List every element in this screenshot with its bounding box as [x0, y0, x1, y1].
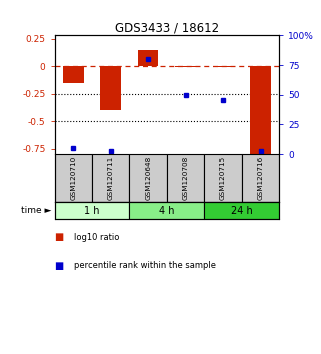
Bar [213, 66, 233, 67]
Text: percentile rank within the sample: percentile rank within the sample [74, 261, 216, 270]
Text: GSM120708: GSM120708 [183, 156, 189, 200]
Bar [63, 66, 83, 83]
Title: GDS3433 / 18612: GDS3433 / 18612 [115, 21, 219, 34]
Text: 1 h: 1 h [84, 206, 100, 216]
Text: GSM120648: GSM120648 [145, 156, 151, 200]
Text: GSM120711: GSM120711 [108, 156, 114, 200]
Bar [129, 154, 167, 202]
Text: 4 h: 4 h [159, 206, 175, 216]
Text: time ►: time ► [21, 206, 52, 215]
Text: GSM120715: GSM120715 [220, 156, 226, 200]
Text: ■: ■ [55, 261, 64, 270]
Bar [204, 202, 279, 219]
Text: GSM120716: GSM120716 [257, 156, 264, 200]
Bar [55, 154, 92, 202]
Text: log10 ratio: log10 ratio [74, 233, 119, 242]
Text: ■: ■ [55, 232, 64, 242]
Bar [100, 66, 121, 110]
Bar [129, 202, 204, 219]
Bar [242, 154, 279, 202]
Text: 24 h: 24 h [231, 206, 253, 216]
Bar [55, 202, 129, 219]
Bar [138, 50, 159, 66]
Bar [175, 66, 196, 67]
Text: GSM120710: GSM120710 [70, 156, 76, 200]
Bar [92, 154, 129, 202]
Bar [204, 154, 242, 202]
Bar [250, 66, 271, 154]
Bar [167, 154, 204, 202]
